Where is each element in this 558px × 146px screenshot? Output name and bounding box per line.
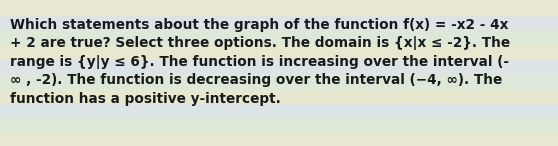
Bar [0,0,558,15]
Bar [0,58,558,73]
Bar [0,131,558,146]
Bar [0,73,558,88]
Bar [0,88,558,102]
Bar [0,117,558,131]
Bar [0,15,558,29]
Bar [0,44,558,58]
Bar [0,102,558,117]
Bar [0,29,558,44]
Text: Which statements about the graph of the function f(x) = -x2 - 4x
+ 2 are true? S: Which statements about the graph of the … [10,18,510,106]
